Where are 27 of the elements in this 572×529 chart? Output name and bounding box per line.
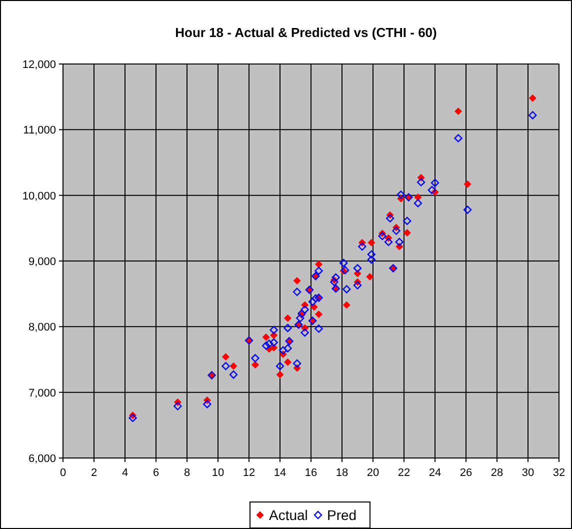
x-tick-label: 12	[242, 467, 256, 479]
x-tick-label: 16	[304, 467, 318, 479]
x-tick-label: 0	[60, 467, 66, 479]
x-tick-label: 8	[184, 467, 190, 479]
x-tick-label: 28	[490, 467, 504, 479]
x-tick-label: 26	[460, 467, 472, 479]
y-tick-label: 8,000	[28, 322, 56, 334]
y-tick-label: 6,000	[28, 453, 56, 465]
x-tick-label: 24	[428, 467, 442, 479]
x-tick-label: 32	[552, 467, 566, 479]
x-tick-label: 30	[522, 467, 534, 479]
x-tick-label: 10	[212, 467, 224, 479]
legend-label: Actual	[269, 507, 308, 523]
x-tick-label: 20	[366, 467, 380, 479]
y-tick-label: 11,000	[23, 124, 56, 137]
x-tick-label: 6	[152, 467, 160, 479]
x-tick-label: 14	[274, 467, 286, 479]
chart-title: Hour 18 - Actual & Predicted vs (CTHI - 60)	[175, 25, 437, 40]
y-tick-label: 12,000	[22, 59, 56, 71]
legend-label: Pred	[327, 507, 357, 523]
y-tick-label: 7,000	[28, 387, 56, 400]
x-tick-label: 4	[122, 467, 128, 479]
x-tick-label: 22	[398, 467, 410, 479]
y-tick-label: 10,000	[22, 190, 56, 202]
x-tick-label: 2	[90, 467, 98, 479]
x-tick-label: 18	[336, 467, 348, 479]
y-tick-label: 9,000	[28, 256, 56, 268]
